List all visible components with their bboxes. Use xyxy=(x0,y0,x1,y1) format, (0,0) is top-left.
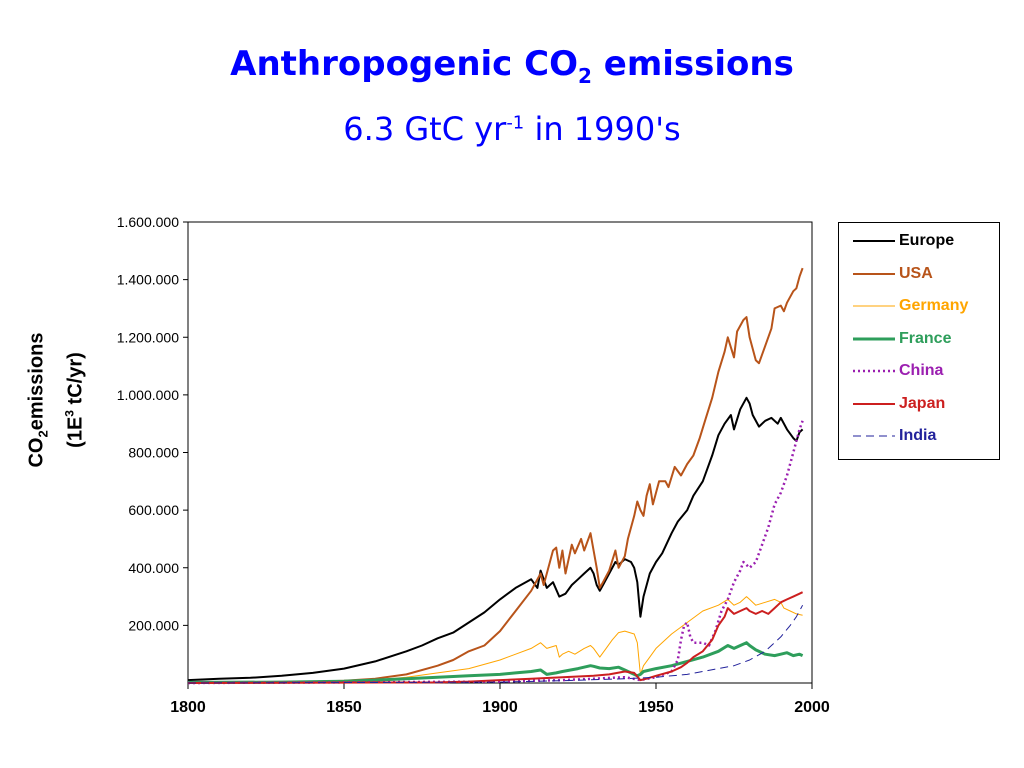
x-tick-label: 1800 xyxy=(170,699,206,716)
y-tick-label: 800.000 xyxy=(128,445,179,461)
legend-label: France xyxy=(899,329,952,347)
legend-item-japan: Japan xyxy=(851,394,945,414)
legend-item-india: India xyxy=(851,426,936,446)
legend-swatch xyxy=(853,240,895,242)
series-line-germany xyxy=(187,596,803,683)
y-tick-label: 1.200.000 xyxy=(117,329,179,345)
legend-label: Japan xyxy=(899,394,946,412)
legend-label: Germany xyxy=(899,297,969,314)
legend-label: USA xyxy=(899,264,933,282)
x-tick-label: 2000 xyxy=(794,699,830,716)
legend-swatch xyxy=(853,435,895,437)
x-tick-label: 1850 xyxy=(326,699,362,716)
legend-item-france: France xyxy=(851,329,951,349)
x-axis: 1800 1850 1900 1950 2000 xyxy=(170,683,830,716)
x-tick-label: 1950 xyxy=(638,699,674,716)
y-tick-label: 600.000 xyxy=(128,502,179,518)
y-tick-label: 1.000.000 xyxy=(117,387,179,403)
x-tick-label: 1900 xyxy=(482,699,518,716)
y-tick-label: 1.600.000 xyxy=(117,214,179,230)
legend-swatch xyxy=(853,369,895,373)
chart-title: Anthropogenic CO2 emissions xyxy=(230,44,794,88)
legend-swatch xyxy=(853,337,895,340)
legend-item-europe: Europe xyxy=(851,231,954,251)
chart-subtitle: 6.3 GtC yr-1 in 1990's xyxy=(343,110,681,148)
series-line-usa xyxy=(187,267,804,684)
y-tick-label: 1.400.000 xyxy=(117,272,179,288)
legend-swatch xyxy=(853,305,895,307)
series-line-europe xyxy=(187,396,804,682)
y-axis: 200.000 400.000 600.000 800.000 1.000.000 1.2… xyxy=(117,214,188,633)
legend-label: Europe xyxy=(899,232,955,249)
legend-label: India xyxy=(899,427,937,444)
legend-item-usa: USA xyxy=(851,264,933,284)
series-lines xyxy=(187,267,804,685)
y-tick-label: 200.000 xyxy=(128,617,179,633)
series-line-india xyxy=(187,604,804,684)
legend-item-china: China xyxy=(851,361,943,381)
legend-label: China xyxy=(899,362,944,379)
legend-swatch xyxy=(853,272,895,275)
y-tick-label: 400.000 xyxy=(128,560,179,576)
legend-swatch xyxy=(853,402,895,405)
plot-area xyxy=(187,221,813,684)
legend-item-germany: Germany xyxy=(851,296,968,316)
legend: Europe USA Germany France China Japan India xyxy=(838,222,1000,460)
series-line-japan xyxy=(187,591,804,684)
